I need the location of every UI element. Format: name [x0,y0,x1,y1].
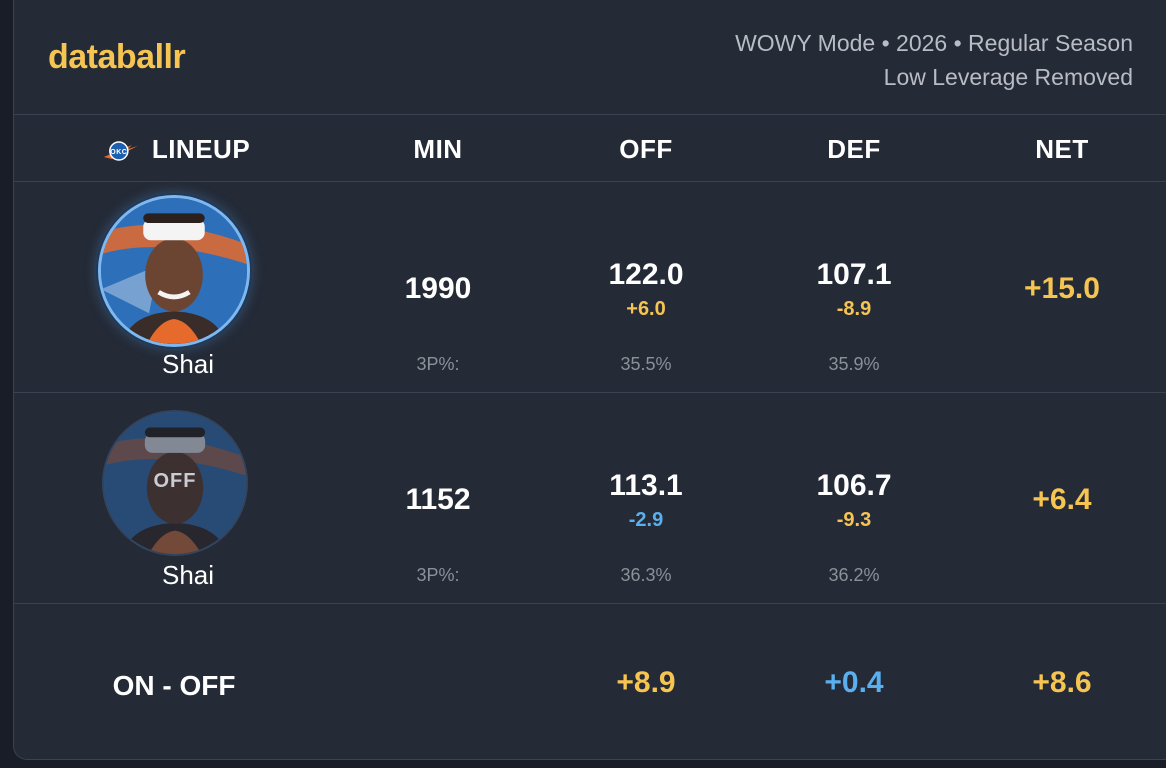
off-rating-delta: -2.9 [628,509,664,531]
column-off: OFF [619,134,673,164]
brand-logo[interactable]: databallr [48,38,186,76]
column-lineup: OKC LINEUP [102,134,250,165]
def-three-pt-value: 35.9% [828,354,880,374]
column-header-row: OKC LINEUP MIN OFF DEF NET [14,115,1166,182]
three-pt-label: 3P%: [416,565,460,585]
off-rating-delta: +6.0 [626,298,666,320]
player-avatar-off: OFF [102,410,248,556]
on-off-def-diff: +0.4 [824,666,884,699]
lineup-row-off: OFF Shai 1152 113.1 -2.9 106.7 -9.3 +6.4… [14,393,1166,604]
minutes-value: 1990 [404,272,472,305]
filter-line: Low Leverage Removed [883,64,1133,90]
mode-line: WOWY Mode • 2026 • Regular Season [735,30,1133,56]
minutes-value: 1152 [405,483,471,516]
player-name: Shai [161,560,215,590]
column-lineup-label: LINEUP [151,134,251,164]
okc-logo-icon: OKC [102,137,140,163]
lineup-row-on: Shai 1990 122.0 +6.0 107.1 -8.9 +15.0 3P… [14,182,1166,393]
off-rating-cell: 122.0 +6.0 [608,258,683,321]
off-rating-cell: 113.1 -2.9 [609,469,682,532]
def-rating-delta: -9.3 [836,509,872,531]
net-rating-value: +15.0 [1024,272,1100,305]
three-pt-label: 3P%: [416,354,460,374]
mode-info: WOWY Mode • 2026 • Regular Season Low Le… [735,26,1133,94]
card-header: databallr WOWY Mode • 2026 • Regular Sea… [14,0,1166,115]
net-rating-value: +6.4 [1032,483,1092,516]
player-avatar [98,195,250,347]
off-rating-value: 122.0 [608,258,684,291]
off-three-pt-value: 35.5% [620,354,672,374]
on-off-summary-row: ON - OFF +8.9 +0.4 +8.6 [14,604,1166,760]
svg-text:OKC: OKC [110,149,127,156]
on-off-label: ON - OFF [112,670,236,701]
off-rating-value: 113.1 [609,469,683,502]
on-off-off-diff: +8.9 [616,666,676,699]
def-rating-cell: 107.1 -8.9 [816,258,891,321]
column-def: DEF [827,134,881,164]
wowy-card: databallr WOWY Mode • 2026 • Regular Sea… [13,0,1166,760]
def-three-pt-value: 36.2% [828,565,880,585]
column-net: NET [1035,134,1089,164]
def-rating-value: 106.7 [816,469,892,502]
column-min: MIN [413,134,463,164]
off-three-pt-value: 36.3% [620,565,672,585]
def-rating-value: 107.1 [816,258,892,291]
player-name: Shai [161,349,215,379]
def-rating-cell: 106.7 -9.3 [816,469,891,532]
on-off-net-diff: +8.6 [1032,666,1092,699]
off-overlay-label: OFF [153,470,197,492]
def-rating-delta: -8.9 [836,298,872,320]
